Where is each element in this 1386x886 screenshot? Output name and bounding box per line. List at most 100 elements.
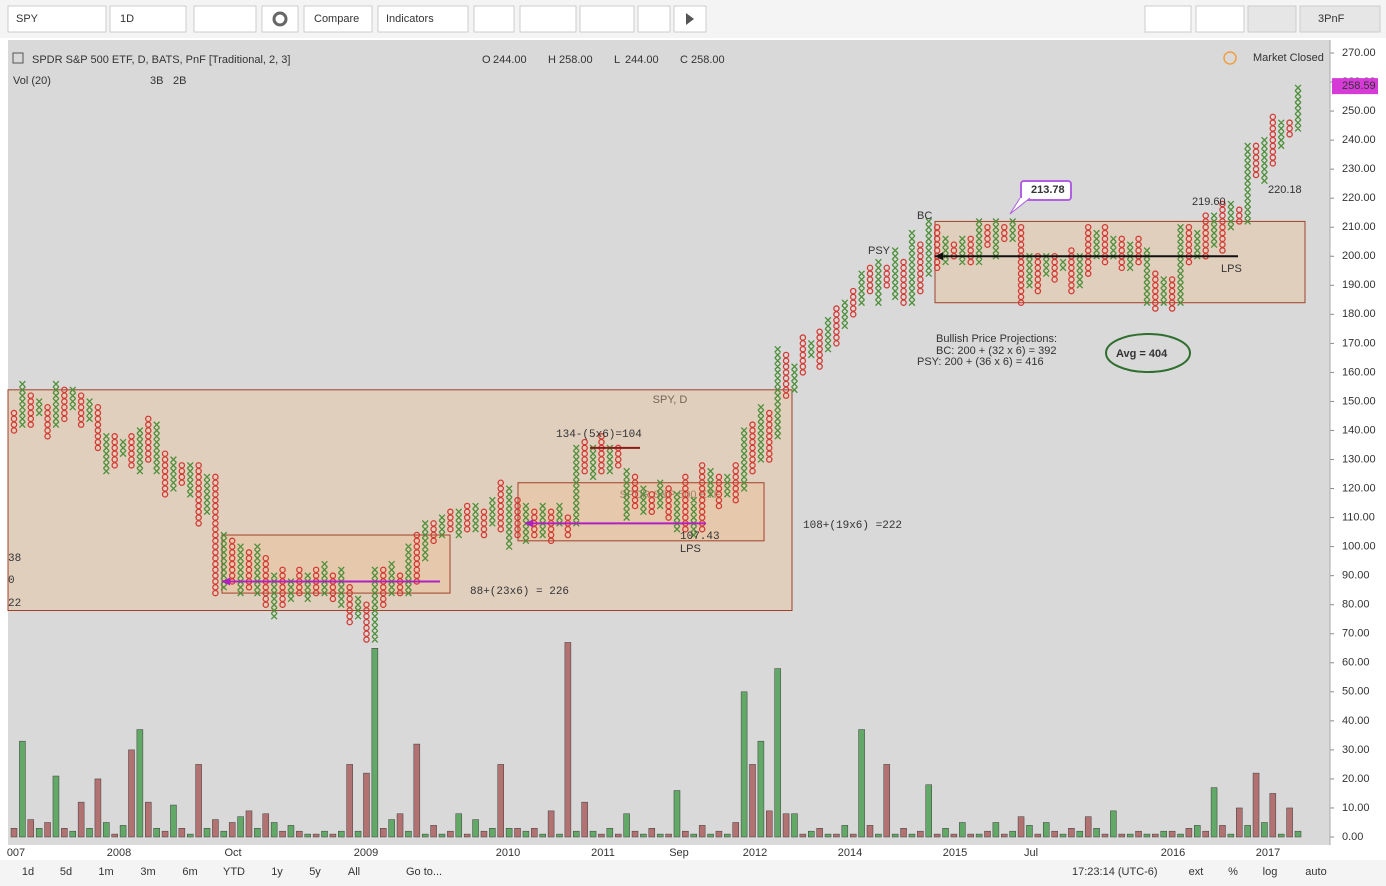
volume-bar [380,828,387,838]
range-button[interactable]: Go to... [406,866,442,878]
x-column [505,485,513,550]
gear-icon [272,11,288,27]
volume-bar [1126,833,1134,838]
ohlc-key: C [680,54,688,66]
range-button[interactable]: 3m [140,866,155,878]
x-column [791,363,798,394]
volume-bar [178,828,186,838]
toolbar-controls: SPY 1D Compare Indicators 3PnF [7,5,1381,33]
volume-bar [245,810,253,838]
range-button[interactable]: YTD [223,866,245,878]
o-column [1286,119,1293,138]
range-button[interactable]: 1y [271,866,283,878]
o-column [682,473,689,533]
x-column [52,380,60,429]
volume-bar [917,830,924,838]
annotation: 134-(5x6)=104 [556,429,642,441]
volume-bar [312,833,320,838]
status-icon [1223,51,1237,65]
volume-bar [984,830,991,838]
volume-bar [690,833,698,838]
range-button[interactable]: 1d [22,866,34,878]
symbol-box[interactable] [7,5,107,33]
interval-button[interactable] [109,5,187,33]
chart-title: SPDR S&P 500 ETF, D, BATS, PnF [Traditio… [32,54,290,66]
volume-bar [682,830,689,838]
volume-bar [463,833,471,838]
y-tick-label: 200.00 [1342,250,1376,262]
volume-bar [396,813,404,838]
load-button[interactable] [1195,5,1245,33]
volume-bar [640,833,647,838]
callout-pointer [1009,197,1031,215]
layout-button[interactable] [1144,5,1192,33]
x-tick-label: 2014 [838,847,862,859]
x-column [186,461,194,498]
range-button[interactable]: All [348,866,360,878]
save-button[interactable] [1247,5,1297,33]
annotation: 22 [8,598,21,610]
volume-bar [489,828,496,838]
o-column [1001,223,1008,243]
volume-bar [430,825,437,838]
scale-option[interactable]: % [1228,866,1238,878]
y-tick-label: 230.00 [1342,163,1376,175]
volume-bar [220,830,228,838]
volume-bar [304,833,311,838]
volume-bar [1143,833,1151,838]
annotation: PSY [868,245,891,257]
x-tick-label: Oct [224,847,241,859]
fullscreen-button[interactable] [637,5,671,33]
annotation: BC [917,210,932,222]
y-tick-label: 0.00 [1342,831,1363,843]
volume-bar [186,833,194,838]
y-tick-label: 50.00 [1342,686,1370,698]
volume-bar [522,830,530,838]
volume-bar [1168,830,1176,838]
layout-name-button[interactable] [1299,5,1381,33]
indicators-button[interactable] [377,5,469,33]
o-column [1252,142,1260,179]
o-column [900,258,907,306]
range-button[interactable]: 1m [98,866,113,878]
alert-button[interactable] [473,5,515,33]
volume-bar [648,828,656,838]
volume-bar [195,764,202,838]
x-column [623,467,630,521]
x-column [807,340,815,359]
volume-bar [438,833,446,838]
scale-option[interactable]: auto [1305,866,1326,878]
x-column [1059,258,1067,272]
clock: 17:23:14 (UTC-6) [1072,866,1158,878]
volume-bar [1160,830,1167,838]
ohlc-value: 258.00 [559,54,593,66]
undo-redo[interactable] [579,5,635,33]
volume-bar [740,691,748,838]
arrow-head [525,519,533,528]
ohlc-value: 244.00 [625,54,659,66]
compare-button[interactable] [303,5,373,33]
range-button[interactable]: 5y [309,866,321,878]
scale-option[interactable]: ext [1189,866,1204,878]
volume-bar [1185,828,1193,838]
volume-bar [19,740,26,838]
x-column [35,398,43,417]
range-button[interactable]: 5d [60,866,72,878]
x-column [455,508,463,539]
y-tick-label: 80.00 [1342,599,1370,611]
ideas-button[interactable] [519,5,577,33]
o-column [111,433,118,469]
x-tick-label: 2016 [1161,847,1185,859]
scale-option[interactable]: log [1263,866,1278,878]
volume-bar [891,833,899,838]
range-box [7,389,793,612]
o-column [816,328,823,370]
volume-bar [791,813,798,838]
annotation: 108+(19x6) =222 [803,520,902,532]
chart-type-button[interactable] [193,5,257,33]
volume-bar [145,801,152,838]
settings-button[interactable] [261,5,299,33]
range-button[interactable]: 6m [182,866,197,878]
